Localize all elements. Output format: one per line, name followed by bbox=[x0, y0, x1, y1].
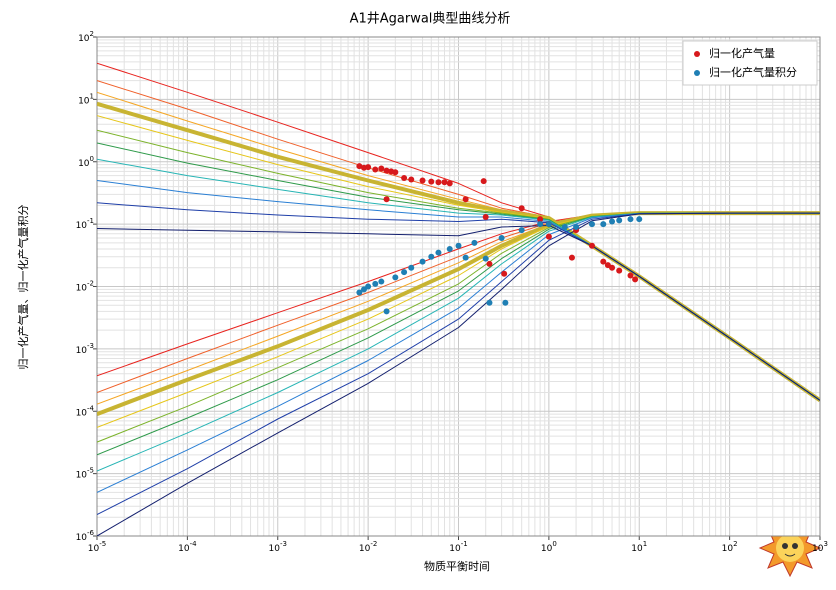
data-point bbox=[419, 177, 426, 184]
data-point bbox=[471, 239, 478, 246]
data-point bbox=[435, 249, 442, 256]
plot-border bbox=[96, 36, 821, 537]
data-point bbox=[372, 166, 379, 173]
legend-label: 归一化产气量积分 bbox=[709, 65, 797, 79]
y-tick-label: 10-5 bbox=[76, 467, 94, 481]
data-point bbox=[435, 179, 442, 186]
data-point bbox=[627, 272, 634, 279]
data-point bbox=[378, 165, 385, 172]
data-point bbox=[446, 245, 453, 252]
data-point bbox=[383, 167, 390, 174]
data-point bbox=[455, 242, 462, 249]
data-point bbox=[588, 221, 595, 228]
x-tick-label: 100 bbox=[541, 540, 557, 554]
data-point bbox=[632, 276, 639, 283]
data-point bbox=[378, 278, 385, 285]
x-tick-label: 10-2 bbox=[359, 540, 377, 554]
data-point bbox=[401, 269, 408, 276]
type-curve-integral bbox=[97, 212, 820, 536]
data-point bbox=[446, 180, 453, 187]
y-axis-label: 归一化产气量、归一化产气量积分 bbox=[16, 205, 30, 370]
legend-label: 归一化产气量 bbox=[709, 46, 775, 60]
data-point bbox=[356, 289, 363, 296]
y-tick-label: 10-4 bbox=[76, 404, 95, 418]
data-point bbox=[600, 221, 607, 228]
data-point bbox=[428, 253, 435, 260]
curves bbox=[97, 62, 820, 536]
data-point bbox=[372, 280, 379, 287]
data-point bbox=[502, 299, 509, 306]
data-point bbox=[636, 216, 643, 223]
x-tick-label: 103 bbox=[812, 540, 828, 554]
data-point bbox=[383, 196, 390, 203]
data-point bbox=[408, 176, 415, 183]
data-point bbox=[462, 196, 469, 203]
legend-box bbox=[682, 40, 818, 86]
y-tick-label: 10-1 bbox=[76, 217, 94, 231]
data-point bbox=[401, 174, 408, 181]
data-point bbox=[616, 217, 623, 224]
x-axis-label: 物质平衡时间 bbox=[424, 559, 490, 573]
x-tick-label: 10-4 bbox=[178, 540, 197, 554]
y-tick-label: 100 bbox=[78, 155, 94, 169]
data-point bbox=[537, 216, 544, 223]
data-point bbox=[482, 255, 489, 262]
data-point bbox=[408, 264, 415, 271]
data-point bbox=[392, 169, 399, 176]
x-tick-label: 102 bbox=[722, 540, 738, 554]
data-point bbox=[588, 242, 595, 249]
data-point bbox=[609, 264, 616, 271]
chart-title: A1井Agarwal典型曲线分析 bbox=[350, 12, 511, 27]
data-point bbox=[419, 258, 426, 265]
y-tick-label: 10-3 bbox=[76, 342, 94, 356]
data-point bbox=[537, 221, 544, 228]
data-point bbox=[561, 223, 568, 230]
x-tick-label: 10-1 bbox=[449, 540, 467, 554]
data-point bbox=[568, 254, 575, 261]
x-tick-label: 10-5 bbox=[88, 540, 106, 554]
y-tick-label: 102 bbox=[78, 30, 94, 44]
data-point bbox=[480, 178, 487, 185]
data-point bbox=[501, 270, 508, 277]
data-point bbox=[356, 163, 363, 170]
x-tick-label: 101 bbox=[631, 540, 647, 554]
y-tick-label: 10-2 bbox=[76, 280, 94, 294]
legend-marker bbox=[694, 51, 700, 57]
data-point bbox=[486, 260, 493, 267]
data-point bbox=[627, 216, 634, 223]
data-point bbox=[383, 308, 390, 315]
data-point bbox=[365, 164, 372, 171]
y-tick-label: 101 bbox=[78, 92, 94, 106]
data-point bbox=[600, 258, 607, 265]
data-point bbox=[518, 227, 525, 234]
data-point bbox=[498, 234, 505, 241]
data-point bbox=[441, 179, 448, 186]
legend-marker bbox=[694, 70, 700, 76]
data-point bbox=[545, 221, 552, 228]
x-tick-label: 10-3 bbox=[269, 540, 287, 554]
data-point bbox=[616, 267, 623, 274]
data-point bbox=[573, 223, 580, 230]
data-point bbox=[482, 214, 489, 221]
data-point bbox=[392, 274, 399, 281]
data-point bbox=[486, 299, 493, 306]
data-point bbox=[545, 233, 552, 240]
data-point bbox=[609, 218, 616, 225]
data-point bbox=[462, 254, 469, 261]
y-tick-label: 10-6 bbox=[76, 529, 95, 543]
type-curve-rate bbox=[97, 225, 820, 401]
data-point bbox=[365, 283, 372, 290]
data-point bbox=[518, 205, 525, 212]
data-point bbox=[428, 178, 435, 185]
